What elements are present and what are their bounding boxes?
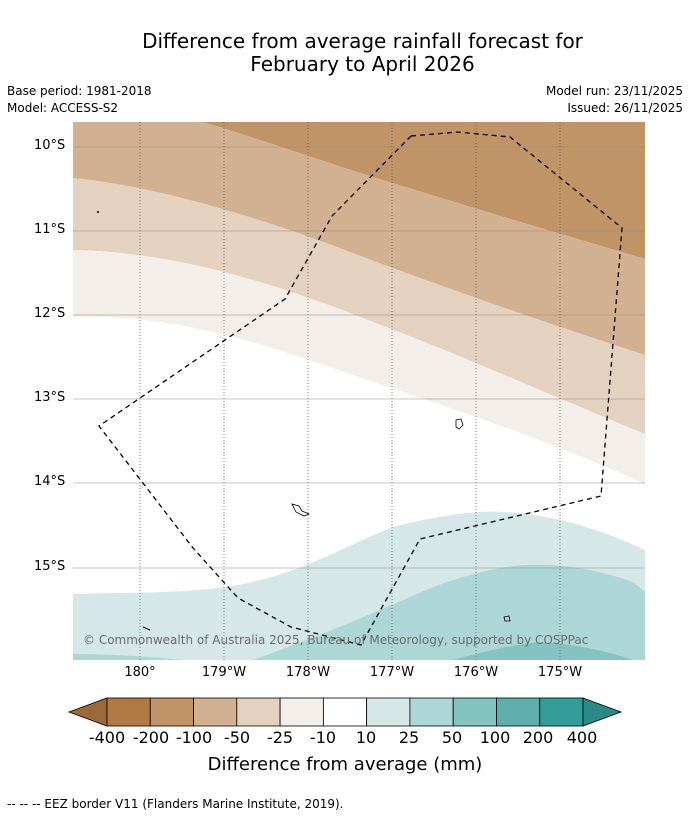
copyright-notice: © Commonwealth of Australia 2025, Bureau… xyxy=(83,633,589,647)
band-plus-25 xyxy=(253,564,645,660)
title-line-2: February to April 2026 xyxy=(250,52,475,76)
colorbar-swatch xyxy=(149,697,194,727)
cb-label: 100 xyxy=(479,728,511,747)
model-name: Model: ACCESS-S2 xyxy=(7,101,119,115)
latitude-gridlines xyxy=(73,146,645,569)
base-period: Base period: 1981-2018 xyxy=(7,84,152,98)
cb-label: 25 xyxy=(398,728,420,747)
cb-label: -50 xyxy=(223,728,251,747)
cb-label: 200 xyxy=(522,728,554,747)
cb-label: 50 xyxy=(441,728,463,747)
lon-label-178w: 178°W xyxy=(285,665,331,680)
island-marker xyxy=(97,211,99,213)
colorbar-title: Difference from average (mm) xyxy=(207,754,483,775)
lon-label-176w: 176°W xyxy=(453,665,499,680)
cb-label: -10 xyxy=(309,728,337,747)
rainfall-map xyxy=(73,122,645,660)
eez-footnote: -- -- -- EEZ border V11 (Flanders Marine… xyxy=(7,797,344,811)
lon-label-175w: 175°W xyxy=(537,665,583,680)
colorbar-swatch xyxy=(496,697,541,727)
map-title: Difference from average rainfall forecas… xyxy=(0,30,690,76)
colorbar-extend-high xyxy=(582,697,623,727)
colorbar-swatch xyxy=(366,697,411,727)
lat-label-13s: 13°S xyxy=(34,390,66,405)
issued-date: Issued: 26/11/2025 xyxy=(567,101,683,115)
band-plus-25-left xyxy=(73,654,183,660)
cb-label: 400 xyxy=(566,728,598,747)
eez-border xyxy=(98,131,623,646)
island-outline xyxy=(142,626,151,631)
lat-label-10s: 10°S xyxy=(34,138,66,153)
metadata-left: Base period: 1981-2018 Model: ACCESS-S2 xyxy=(7,83,152,117)
colorbar-swatch xyxy=(193,697,238,727)
lon-label-179w: 179°W xyxy=(201,665,247,680)
band-minus-100 xyxy=(73,122,645,355)
band-plus-50 xyxy=(453,642,633,660)
colorbar-swatches xyxy=(67,697,623,727)
colorbar-swatch xyxy=(106,697,151,727)
island-outline xyxy=(455,418,464,430)
colorbar-swatch xyxy=(452,697,497,727)
colorbar-swatch xyxy=(409,697,454,727)
cb-label: -400 xyxy=(88,728,126,747)
lon-label-180: 180° xyxy=(124,665,156,680)
lat-label-12s: 12°S xyxy=(34,306,66,321)
colorbar-extend-low xyxy=(67,697,108,727)
title-line-1: Difference from average rainfall forecas… xyxy=(142,29,583,53)
colorbar xyxy=(67,697,623,727)
cb-label: 10 xyxy=(355,728,377,747)
island-outline xyxy=(291,503,311,517)
model-run: Model run: 23/11/2025 xyxy=(545,84,683,98)
island-outline xyxy=(503,615,511,622)
lon-label-177w: 177°W xyxy=(369,665,415,680)
colorbar-swatch xyxy=(322,697,368,727)
cb-label: -200 xyxy=(132,728,170,747)
lat-label-15s: 15°S xyxy=(34,559,66,574)
colorbar-swatch xyxy=(539,697,584,727)
band-minus-50 xyxy=(73,178,645,434)
band-minus-25 xyxy=(73,250,645,484)
lat-label-11s: 11°S xyxy=(34,222,66,237)
cb-label: -100 xyxy=(175,728,213,747)
cb-label: -25 xyxy=(266,728,294,747)
colorbar-swatch xyxy=(236,697,281,727)
metadata-right: Model run: 23/11/2025 Issued: 26/11/2025 xyxy=(546,83,683,117)
lat-label-14s: 14°S xyxy=(34,474,66,489)
colorbar-swatch xyxy=(279,697,324,727)
